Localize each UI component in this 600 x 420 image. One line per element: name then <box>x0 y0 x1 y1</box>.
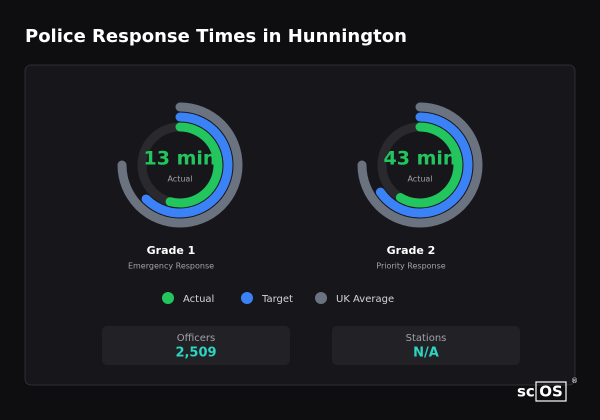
gauge-arc <box>165 122 223 208</box>
gauge-subtitle: Priority Response <box>376 262 446 271</box>
gauge-value: 13 min <box>144 148 217 170</box>
gauge-arc <box>357 102 483 228</box>
gauge-value: 43 min <box>384 148 457 170</box>
legend-dot <box>162 292 174 304</box>
page-title: Police Response Times in Hunnington <box>25 26 407 47</box>
stat-label: Stations <box>406 333 447 344</box>
gauge-arc <box>117 102 243 228</box>
stat-label: Officers <box>177 333 216 344</box>
gauge-arc <box>395 122 463 208</box>
gauge-title: Grade 2 <box>387 244 436 257</box>
logo-prefix: sc <box>517 383 535 401</box>
gauge-subtitle: Emergency Response <box>128 262 214 271</box>
stat-value: 2,509 <box>175 346 216 361</box>
logo-mark: ® <box>571 377 578 385</box>
legend-label: Target <box>261 294 293 305</box>
legend-label: Actual <box>183 294 214 305</box>
legend-dot <box>315 292 327 304</box>
legend-label: UK Average <box>336 294 394 305</box>
stat-box <box>102 326 290 365</box>
gauge-caption: Actual <box>407 175 432 184</box>
legend-dot <box>241 292 253 304</box>
stat-value: N/A <box>413 346 439 361</box>
logo-boxed: OS <box>539 383 563 401</box>
logo-box <box>535 381 567 402</box>
gauge-arc <box>141 112 233 218</box>
gauge-caption: Actual <box>167 175 192 184</box>
stat-box <box>332 326 520 365</box>
gauge-title: Grade 1 <box>147 244 196 257</box>
card <box>24 64 576 386</box>
gauge-arc <box>375 112 473 218</box>
